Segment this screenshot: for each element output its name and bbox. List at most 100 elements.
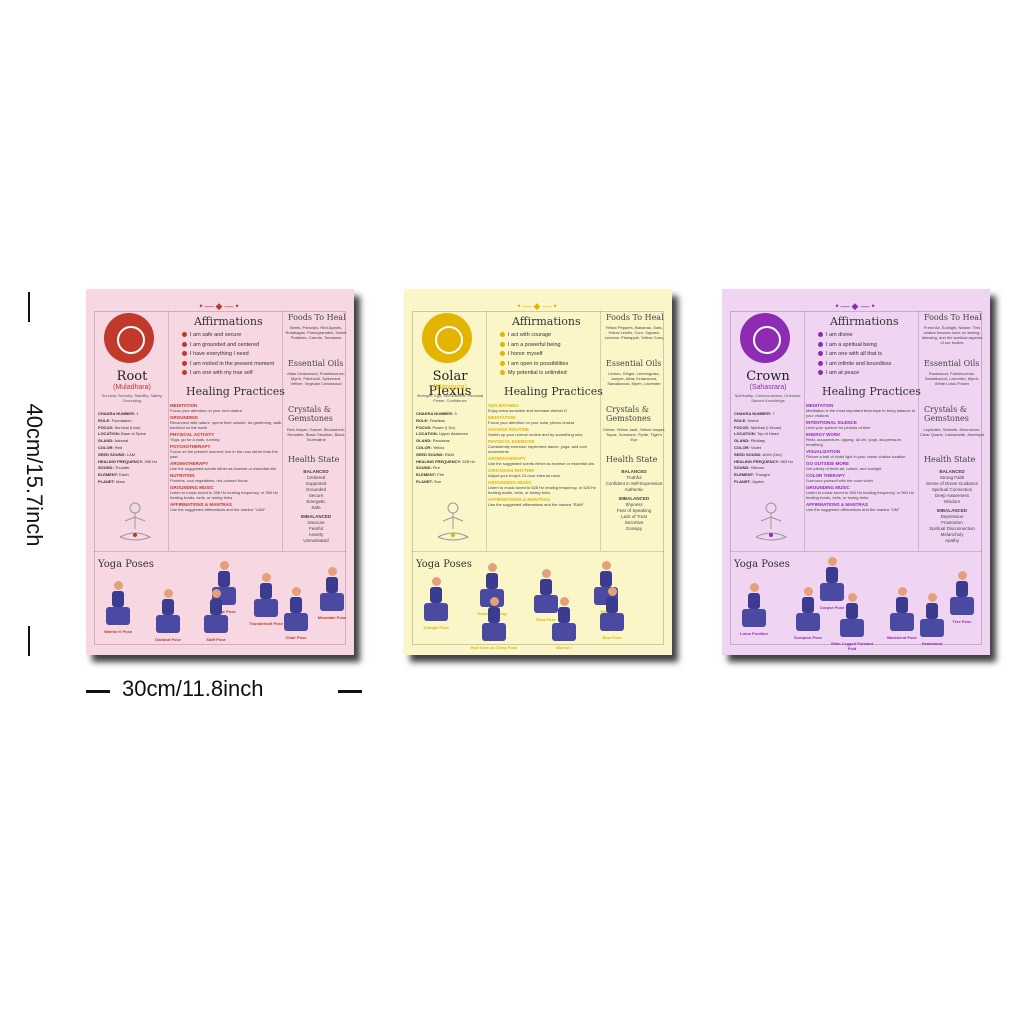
imbalanced-item: Melancholy xyxy=(940,532,964,537)
practice-heading: GROUNDING xyxy=(170,415,198,420)
practice-heading: ENERGY WORK xyxy=(806,432,841,437)
healing-practices-list: MEDITATION Meditation is the most importa… xyxy=(806,401,918,512)
chakra-symbol-core xyxy=(435,326,463,354)
practice-heading: AFFIRMATIONS & MANTRAS xyxy=(806,502,868,507)
fact-value: RAM xyxy=(444,451,454,457)
height-dimension: 40cm/15.7inch xyxy=(14,292,54,656)
pose-legs xyxy=(534,595,558,613)
width-dimension: 30cm/11.8inch xyxy=(86,676,362,706)
pose-legs xyxy=(950,597,974,615)
affirmation-bullet-icon xyxy=(182,360,187,366)
pose-head xyxy=(542,569,551,578)
fact-key: GLAND: xyxy=(734,438,750,444)
fact-value: Sun xyxy=(434,478,442,484)
yoga-poses-title: Yoga Poses xyxy=(98,559,154,570)
practice-heading: GROUNDING MUSIC xyxy=(170,485,214,490)
affirmation-item: I am a spiritual being xyxy=(818,341,918,351)
fact-value: 963 Hz xyxy=(780,458,794,464)
health-state-title: Health State xyxy=(924,455,976,464)
pose-legs xyxy=(106,607,130,625)
chakra-symbol-core xyxy=(117,326,145,354)
chakra-symbol-core xyxy=(753,326,781,354)
affirmation-text: I am grounded and centered xyxy=(190,341,260,348)
pose-head xyxy=(608,587,617,596)
imbalanced-item: Fearful xyxy=(308,526,323,531)
foods-title: Foods To Heal xyxy=(288,313,346,322)
pose-legs xyxy=(796,613,820,631)
pose-head xyxy=(560,597,569,606)
imbalanced-item: Fear of Speaking xyxy=(616,508,652,513)
affirmation-text: I am open to possibilities xyxy=(508,360,569,367)
pose-head xyxy=(292,587,301,596)
fact-row: PLANET: Jupiter xyxy=(734,479,810,486)
imbalanced-item: Apathy xyxy=(944,538,959,543)
affirmation-item: I am one with my true self xyxy=(182,369,282,379)
yoga-pose-figure xyxy=(544,595,584,651)
pose-head xyxy=(328,567,337,576)
fact-value: Foundation xyxy=(111,417,132,423)
fact-value: Upper Abdomen xyxy=(439,431,468,437)
fact-row: SOUND: Fire xyxy=(416,465,492,472)
practice-heading: GO OUTSIDE MORE xyxy=(806,461,850,466)
practice-text: Enjoy extra sunshine and increase vitami… xyxy=(488,408,567,413)
imbalanced-item: Frustration xyxy=(941,520,963,525)
foods-text: Fresh Air, Sunlight, Nature. This chakra… xyxy=(921,325,983,345)
practice-heading: PSYCHOTHERAPY xyxy=(170,444,211,449)
pose-legs xyxy=(424,603,448,621)
fact-value: 528 Hz xyxy=(462,458,476,464)
fact-row: COLOR: Yellow xyxy=(416,445,492,452)
fact-key: HEALING FREQUENCY: xyxy=(98,458,144,464)
fact-value: Fire xyxy=(432,465,440,471)
balanced-item: Truthful xyxy=(626,475,642,480)
fact-key: SEED SOUND: xyxy=(734,451,762,457)
imbalanced-item: Lack of Trust xyxy=(621,514,647,519)
yoga-poses-title: Yoga Poses xyxy=(734,559,790,570)
chakra-description: Survival, Security, Stability, Safety, G… xyxy=(101,393,163,403)
practice-text: Proteins, root vegetables, red-colored f… xyxy=(170,478,248,483)
fact-value: AUM (Om) xyxy=(762,451,782,457)
practice-heading: AFFIRMATIONS & MANTRAS xyxy=(488,497,550,502)
affirmations-title: Affirmations xyxy=(194,315,263,328)
fact-key: SEED SOUND: xyxy=(416,451,444,457)
pose-label: Plank xyxy=(582,609,630,614)
fact-row: CHAKRA NUMBER: 7 xyxy=(734,411,810,418)
yoga-pose-area: Bridge Pose Thunderbolt Pose Warrior II Po… xyxy=(96,561,346,645)
pose-legs xyxy=(482,623,506,641)
pose-label: Boat Pose xyxy=(536,617,556,622)
pose-label: Lotus Position xyxy=(740,631,768,636)
practice-text: Listen to music tuned to 396 Hz healing … xyxy=(170,490,278,500)
affirmation-item: I am infinite and boundless xyxy=(818,360,918,370)
fact-key: FOCUS: xyxy=(98,424,114,430)
practice-heading: CIRCADIAN RHYTHM xyxy=(488,468,534,473)
affirmation-bullet-icon xyxy=(500,360,505,366)
health-state-title: Health State xyxy=(606,455,658,464)
pose-body xyxy=(540,579,552,595)
fact-value: Silence xyxy=(750,465,765,471)
divider-vertical xyxy=(168,311,169,551)
essential-oils-title: Essential Oils xyxy=(288,359,344,368)
affirmations-list: I am divine I am a spiritual being I am on… xyxy=(818,331,918,379)
practice-text: Switch up your normal routine and try so… xyxy=(488,432,583,437)
fact-key: HEALING FREQUENCY: xyxy=(416,458,462,464)
fact-value: Mars xyxy=(116,478,125,484)
affirmation-item: I honor myself xyxy=(500,350,600,360)
essential-oils-text: Lemon, Ginger, Lemongrass, Juniper, Atla… xyxy=(607,371,661,386)
pose-head xyxy=(828,557,837,566)
balanced-label: BALANCED xyxy=(621,469,647,474)
chakra-sanskrit: (Muladhara) xyxy=(113,384,151,391)
health-state-list: BALANCED Truthful Confident in Self-Expres… xyxy=(602,469,666,532)
pose-head xyxy=(898,587,907,596)
imbalanced-label: IMBALANCED xyxy=(618,496,650,501)
affirmation-bullet-icon xyxy=(818,351,823,357)
balanced-item: Wisdom xyxy=(943,499,961,504)
affirmation-bullet-icon xyxy=(818,370,823,376)
fact-value: Fearless xyxy=(429,417,445,423)
fact-row: ROLE: Divine xyxy=(734,418,810,425)
affirmations-title: Affirmations xyxy=(512,315,581,328)
practice-heading: MEDITATION xyxy=(806,403,834,408)
imbalanced-item: Secretive xyxy=(624,520,644,525)
fact-key: ROLE: xyxy=(734,417,747,423)
fact-row: COLOR: Red xyxy=(98,445,174,452)
balanced-item: Authentic xyxy=(624,487,644,492)
affirmation-bullet-icon xyxy=(500,341,505,347)
